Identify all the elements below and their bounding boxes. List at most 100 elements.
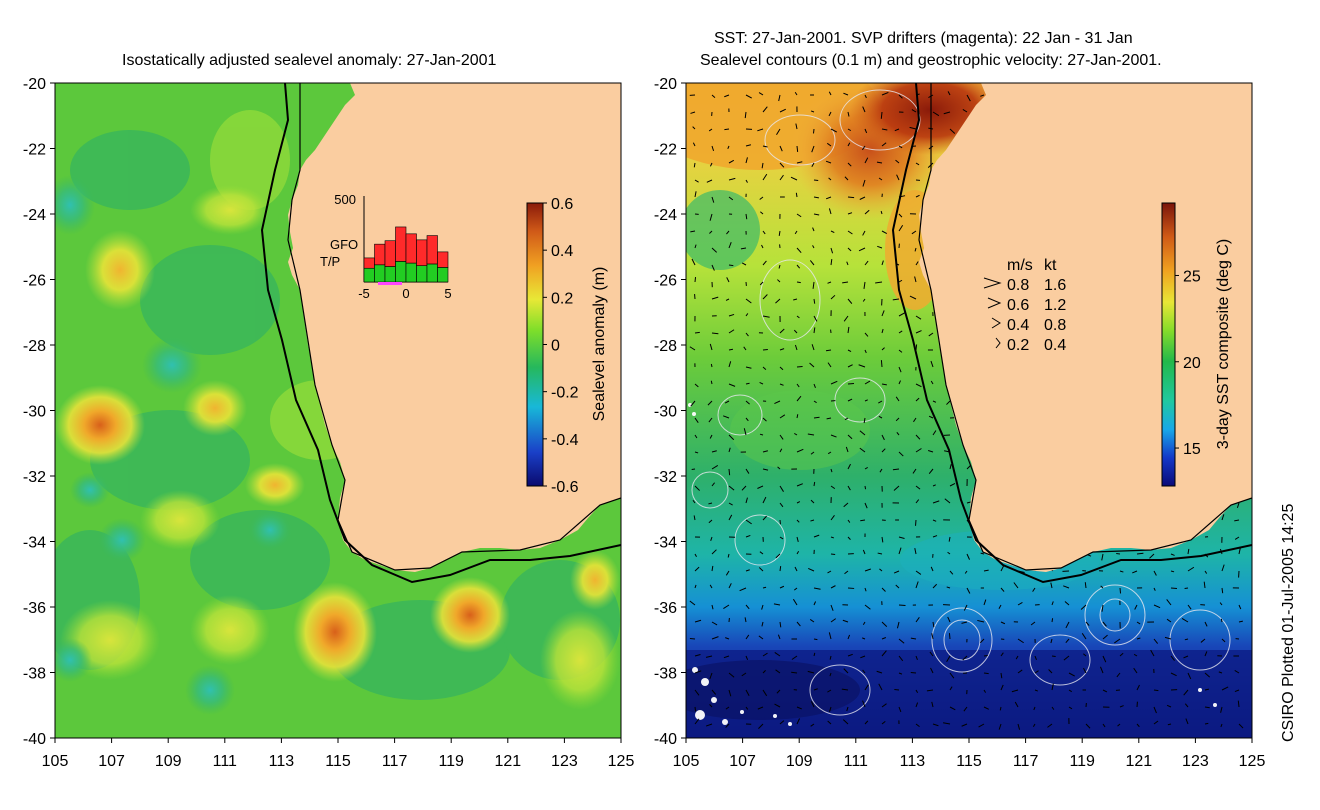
velocity-arrow	[711, 296, 719, 300]
velocity-arrow	[895, 584, 900, 589]
velocity-arrow	[843, 315, 849, 322]
velocity-arrow	[1017, 669, 1023, 674]
velocity-arrow	[1204, 706, 1210, 709]
velocity-arrow	[745, 468, 750, 474]
velocity-arrow	[1234, 519, 1240, 522]
velocity-arrow	[728, 383, 736, 387]
velocity-arrow	[762, 689, 768, 697]
left-ytick-label: -38	[23, 666, 46, 683]
velocity-arrow	[1221, 564, 1225, 572]
velocity-arrow	[813, 688, 818, 691]
velocity-arrow	[1051, 601, 1054, 606]
right-xtick-label: 115	[956, 753, 982, 770]
velocity-arrow	[830, 515, 835, 521]
velocity-arrow	[1220, 706, 1223, 713]
velocity-arrow	[726, 230, 730, 235]
velocity-arrow	[932, 723, 939, 727]
left-ytick-label: -40	[23, 731, 46, 748]
velocity-arrow	[862, 106, 866, 113]
velocity-arrow	[745, 534, 751, 538]
velocity-arrow	[728, 485, 735, 491]
velocity-arrow	[962, 655, 968, 661]
velocity-arrow	[745, 689, 750, 696]
velocity-arrow	[762, 417, 767, 422]
velocity-arrow	[915, 383, 922, 388]
velocity-arrow	[779, 328, 785, 334]
velocity-arrow	[928, 468, 934, 475]
velocity-arrow	[898, 279, 903, 283]
velocity-arrow	[949, 672, 955, 679]
velocity-legend-ms: 0.8	[1007, 277, 1029, 294]
velocity-arrow	[725, 298, 730, 301]
velocity-arrow	[1014, 701, 1019, 708]
velocity-arrow	[794, 566, 798, 572]
left-ytick-label: -24	[23, 207, 46, 224]
velocity-arrow	[728, 583, 732, 589]
velocity-arrow	[726, 277, 730, 283]
velocity-arrow	[862, 669, 866, 674]
velocity-arrow	[807, 433, 815, 436]
velocity-arrow	[1153, 720, 1159, 725]
velocity-arrow	[862, 637, 866, 640]
velocity-arrow	[810, 499, 815, 504]
velocity-arrow	[761, 244, 764, 249]
velocity-legend-kt: 0.4	[1044, 337, 1066, 354]
velocity-arrow	[896, 432, 900, 436]
velocity-arrow	[915, 330, 922, 334]
velocity-arrow	[947, 616, 951, 623]
velocity-arrow	[932, 535, 938, 538]
inset-legend-gfo: GFO	[330, 237, 358, 252]
velocity-arrow	[779, 621, 782, 628]
velocity-legend-arrow	[991, 317, 1001, 329]
velocity-arrow	[1184, 703, 1189, 708]
velocity-arrow	[705, 723, 713, 727]
velocity-arrow	[829, 655, 832, 660]
velocity-arrow	[864, 157, 869, 164]
velocity-arrow	[725, 723, 730, 728]
left-ytick-label: -22	[23, 142, 46, 159]
velocity-arrow	[1051, 706, 1055, 710]
velocity-arrow	[758, 92, 764, 96]
velocity-arrow	[728, 196, 734, 201]
left-colorbar-tick-label: 0	[551, 338, 560, 355]
velocity-arrow	[796, 501, 801, 504]
velocity-arrow	[813, 400, 817, 404]
velocity-arrow	[998, 604, 1002, 610]
velocity-arrow	[915, 689, 919, 694]
velocity-arrow	[966, 587, 971, 594]
velocity-arrow	[1000, 621, 1006, 625]
velocity-arrow	[915, 485, 921, 490]
left-map	[55, 83, 621, 738]
velocity-arrow	[725, 637, 730, 640]
velocity-arrow	[793, 587, 798, 591]
velocity-arrow	[911, 230, 917, 235]
velocity-arrow	[876, 161, 883, 164]
velocity-arrow	[1068, 672, 1075, 677]
inset-bar-tp	[363, 267, 375, 283]
velocity-arrow	[898, 706, 902, 713]
velocity-arrow	[877, 245, 883, 249]
velocity-arrow	[911, 109, 917, 113]
velocity-arrow	[727, 553, 730, 558]
velocity-arrow	[762, 586, 767, 589]
velocity-arrow	[762, 173, 768, 181]
velocity-arrow	[694, 244, 697, 249]
velocity-arrow	[1084, 582, 1087, 589]
velocity-arrow	[898, 94, 903, 99]
velocity-arrow	[932, 111, 940, 117]
velocity-arrow	[881, 91, 889, 96]
velocity-arrow	[998, 723, 1002, 730]
velocity-arrow	[1102, 655, 1107, 663]
velocity-arrow	[949, 464, 952, 470]
velocity-arrow	[864, 720, 869, 725]
velocity-arrow	[830, 230, 835, 234]
velocity-arrow	[1047, 723, 1053, 728]
inset-bar-tp	[426, 263, 438, 283]
velocity-arrow	[896, 621, 900, 629]
velocity-arrow	[963, 604, 968, 611]
velocity-arrow	[745, 179, 748, 183]
velocity-arrow	[762, 106, 768, 113]
velocity-arrow	[961, 621, 968, 624]
velocity-arrow	[711, 196, 715, 203]
velocity-arrow	[728, 313, 735, 317]
